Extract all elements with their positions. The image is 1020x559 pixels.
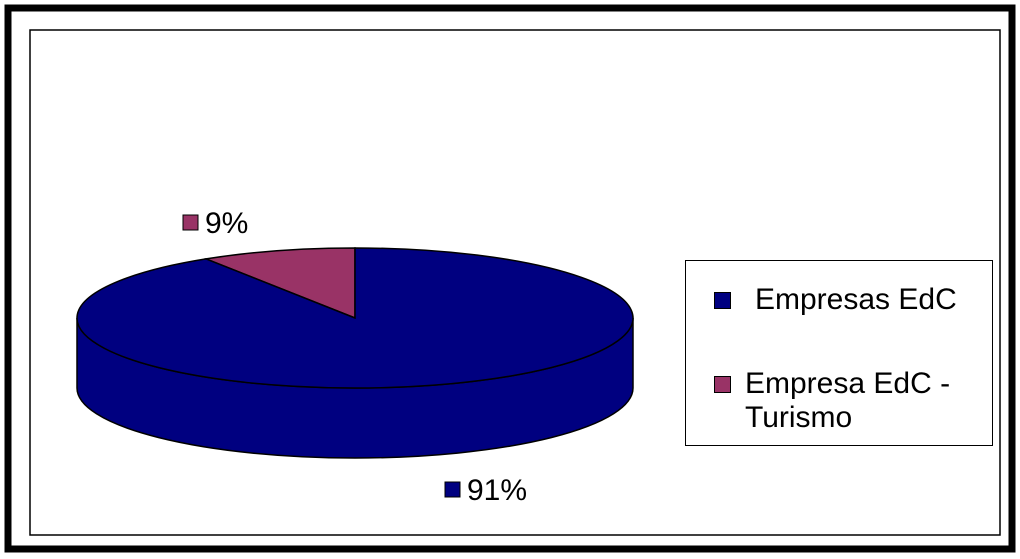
pie-slice (203, 247, 356, 320)
legend-key (714, 376, 731, 393)
pie-slice (76, 247, 634, 389)
legend-key (714, 292, 731, 309)
data-label-key (182, 214, 199, 231)
legend-item: Empresas EdC (714, 283, 984, 317)
legend-label: Empresas EdC (755, 283, 957, 316)
legend-label: Empresa EdC - Turismo (745, 367, 951, 434)
plot-frame (29, 29, 1001, 536)
outer-frame (4, 4, 1016, 553)
legend: Empresas EdC Empresa EdC - Turismo (685, 260, 993, 446)
data-label: 9% (205, 207, 248, 240)
legend-item: Empresa EdC - Turismo (714, 367, 984, 435)
data-label-key (444, 481, 461, 498)
data-label: 91% (467, 474, 527, 507)
